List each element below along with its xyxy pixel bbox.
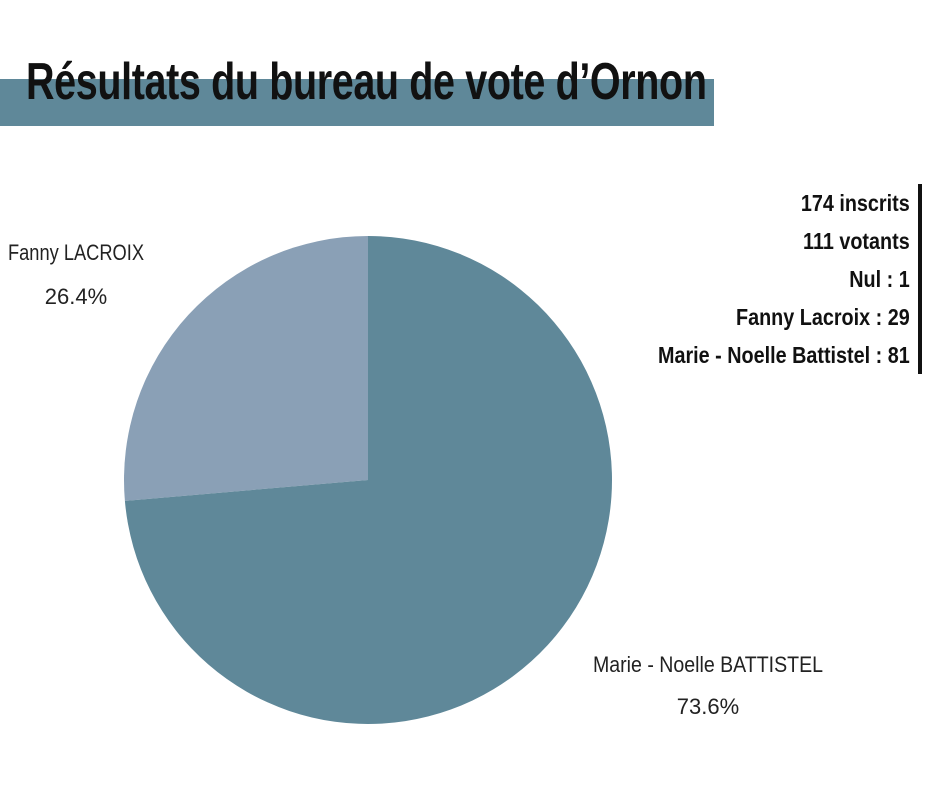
stat-inscrits: 174 inscrits [801, 190, 910, 216]
slice-name-label: Fanny LACROIX [8, 240, 144, 265]
stat-lacroix: Fanny Lacroix : 29 [736, 304, 910, 330]
slice-percent-label: 26.4% [45, 284, 107, 309]
stat-battistel: Marie - Noelle Battistel : 81 [658, 342, 910, 368]
slice-name-label: Marie - Noelle BATTISTEL [593, 652, 823, 677]
stat-votants: 111 votants [803, 228, 910, 254]
pie-slice-lacroix [124, 236, 368, 501]
slice-percent-label: 73.6% [677, 694, 739, 719]
stat-nul: Nul : 1 [849, 266, 910, 292]
title-band [0, 79, 714, 126]
page-title: Résultats du bureau de vote d’Ornon [26, 53, 707, 111]
stats-panel: 174 inscrits 111 votants Nul : 1 Fanny L… [617, 184, 922, 374]
pie-slice-battistel [124, 236, 613, 724]
